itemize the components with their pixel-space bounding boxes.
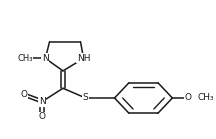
Text: O: O (184, 94, 191, 102)
Text: NH: NH (77, 54, 90, 63)
Text: N: N (42, 54, 49, 63)
Text: S: S (83, 94, 89, 102)
Text: N: N (39, 97, 46, 106)
Text: O: O (39, 112, 46, 121)
Text: CH₃: CH₃ (17, 54, 33, 63)
Text: CH₃: CH₃ (198, 94, 214, 102)
Text: O: O (20, 90, 27, 99)
